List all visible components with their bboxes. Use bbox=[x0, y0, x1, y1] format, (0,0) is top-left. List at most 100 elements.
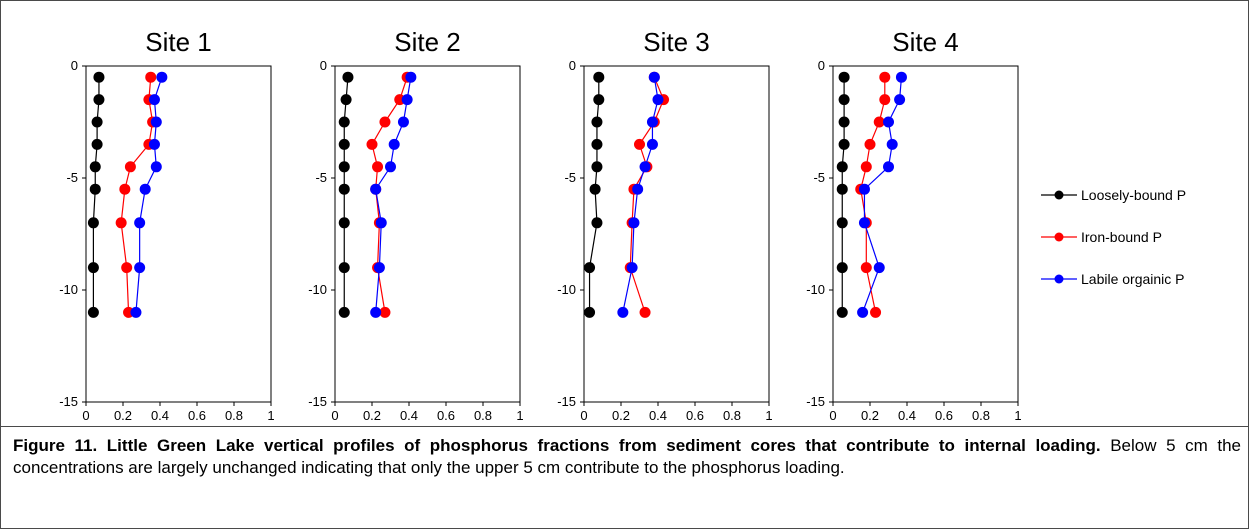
x-tick-label: 0.6 bbox=[188, 408, 206, 423]
data-point-iron-bound-p bbox=[860, 161, 872, 173]
y-tick-label: -10 bbox=[806, 282, 825, 297]
data-point-loosely-bound-p bbox=[87, 262, 99, 274]
x-tick-label: 0.4 bbox=[649, 408, 667, 423]
data-point-labile-orgainic-p bbox=[646, 116, 658, 128]
data-point-loosely-bound-p bbox=[89, 161, 101, 173]
data-point-iron-bound-p bbox=[379, 306, 391, 318]
data-point-labile-orgainic-p bbox=[617, 306, 629, 318]
x-tick-label: 0.4 bbox=[898, 408, 916, 423]
data-point-labile-orgainic-p bbox=[894, 94, 906, 106]
x-tick-label: 0.8 bbox=[474, 408, 492, 423]
data-point-loosely-bound-p bbox=[338, 138, 350, 150]
panel-site-3: Site 3 0 -5 -10 -15 0 0.2 0.4 0.6 0.8 1 bbox=[557, 27, 772, 423]
x-tick-label: 0.8 bbox=[225, 408, 243, 423]
y-tick-label: -5 bbox=[315, 170, 327, 185]
y-tick-label: -5 bbox=[564, 170, 576, 185]
data-point-loosely-bound-p bbox=[836, 161, 848, 173]
panel-title: Site 2 bbox=[394, 27, 461, 57]
plot-area bbox=[334, 65, 521, 403]
x-tick-label: 0 bbox=[580, 408, 587, 423]
data-point-iron-bound-p bbox=[372, 161, 384, 173]
data-point-labile-orgainic-p bbox=[370, 183, 382, 195]
data-point-loosely-bound-p bbox=[838, 94, 850, 106]
data-point-iron-bound-p bbox=[145, 71, 157, 83]
data-point-loosely-bound-p bbox=[591, 116, 603, 128]
data-point-iron-bound-p bbox=[124, 161, 136, 173]
caption-body: Below 5 cm the concentrations are largel… bbox=[13, 436, 1241, 477]
data-point-loosely-bound-p bbox=[589, 183, 601, 195]
data-point-iron-bound-p bbox=[870, 306, 882, 318]
figure-caption: Figure 11. Little Green Lake vertical pr… bbox=[13, 435, 1241, 479]
data-point-labile-orgainic-p bbox=[134, 262, 146, 274]
x-tick-label: 0.4 bbox=[400, 408, 418, 423]
panel-title: Site 4 bbox=[892, 27, 959, 57]
data-point-loosely-bound-p bbox=[93, 71, 105, 83]
data-point-labile-orgainic-p bbox=[148, 138, 160, 150]
x-tick-label: 1 bbox=[765, 408, 772, 423]
plot-area bbox=[583, 65, 770, 403]
x-tick-label: 0 bbox=[82, 408, 89, 423]
y-tick-label: 0 bbox=[818, 58, 825, 73]
data-point-loosely-bound-p bbox=[91, 138, 103, 150]
data-point-loosely-bound-p bbox=[87, 217, 99, 229]
legend-marker bbox=[1054, 274, 1064, 284]
data-point-labile-orgainic-p bbox=[628, 217, 640, 229]
data-point-labile-orgainic-p bbox=[385, 161, 396, 173]
data-point-iron-bound-p bbox=[639, 306, 651, 318]
y-tick-label: -10 bbox=[308, 282, 327, 297]
data-point-iron-bound-p bbox=[879, 94, 891, 106]
data-point-labile-orgainic-p bbox=[401, 94, 413, 106]
data-point-labile-orgainic-p bbox=[156, 71, 168, 83]
panel-site-4: Site 4 0 -5 -10 -15 0 0.2 0.4 0.6 0.8 1 bbox=[806, 27, 1021, 423]
data-point-iron-bound-p bbox=[634, 138, 645, 150]
data-point-loosely-bound-p bbox=[338, 306, 350, 318]
data-point-labile-orgainic-p bbox=[148, 94, 160, 106]
data-point-labile-orgainic-p bbox=[886, 138, 898, 150]
x-tick-label: 0.4 bbox=[151, 408, 169, 423]
panel-site-1: Site 1 0 -5 -10 -15 0 0.2 0.4 0.6 0.8 1 bbox=[59, 27, 274, 423]
legend-label: Iron-bound P bbox=[1081, 229, 1162, 245]
y-tick-label: -5 bbox=[813, 170, 825, 185]
y-tick-label: -15 bbox=[557, 394, 576, 409]
data-point-loosely-bound-p bbox=[342, 71, 354, 83]
data-point-loosely-bound-p bbox=[338, 262, 350, 274]
data-point-iron-bound-p bbox=[119, 183, 131, 195]
legend-marker bbox=[1054, 190, 1064, 200]
data-point-loosely-bound-p bbox=[584, 262, 596, 274]
data-point-loosely-bound-p bbox=[87, 306, 99, 318]
data-point-iron-bound-p bbox=[873, 116, 885, 128]
data-point-loosely-bound-p bbox=[91, 116, 103, 128]
x-tick-label: 1 bbox=[267, 408, 274, 423]
data-point-loosely-bound-p bbox=[591, 217, 603, 229]
data-point-labile-orgainic-p bbox=[857, 306, 869, 318]
data-point-iron-bound-p bbox=[864, 138, 876, 150]
x-tick-label: 1 bbox=[516, 408, 523, 423]
figure-canvas: Site 1 0 -5 -10 -15 0 0.2 0.4 0.6 0.8 1 Site 2 0 -5 -1… bbox=[59, 27, 1186, 423]
data-point-loosely-bound-p bbox=[593, 94, 605, 106]
data-point-labile-orgainic-p bbox=[134, 217, 146, 229]
data-point-labile-orgainic-p bbox=[858, 183, 870, 195]
data-point-iron-bound-p bbox=[366, 138, 378, 150]
x-tick-label: 0 bbox=[331, 408, 338, 423]
legend: Loosely-bound P Iron-bound P Labile orgain… bbox=[1041, 187, 1186, 287]
legend-label: Labile orgainic P bbox=[1081, 271, 1185, 287]
data-point-loosely-bound-p bbox=[591, 138, 603, 150]
panel-title: Site 1 bbox=[145, 27, 212, 57]
data-point-labile-orgainic-p bbox=[646, 138, 658, 150]
data-point-labile-orgainic-p bbox=[370, 306, 382, 318]
data-point-labile-orgainic-p bbox=[652, 94, 664, 106]
x-tick-label: 0.6 bbox=[437, 408, 455, 423]
x-tick-label: 1 bbox=[1014, 408, 1021, 423]
data-point-labile-orgainic-p bbox=[150, 116, 162, 128]
data-point-labile-orgainic-p bbox=[388, 138, 400, 150]
data-point-loosely-bound-p bbox=[593, 71, 605, 83]
data-point-loosely-bound-p bbox=[338, 116, 350, 128]
data-point-loosely-bound-p bbox=[338, 161, 350, 173]
data-point-labile-orgainic-p bbox=[139, 183, 151, 195]
panel-title: Site 3 bbox=[643, 27, 710, 57]
data-point-iron-bound-p bbox=[379, 116, 391, 128]
plot-area bbox=[832, 65, 1019, 403]
data-point-labile-orgainic-p bbox=[639, 161, 651, 173]
data-point-labile-orgainic-p bbox=[895, 71, 907, 83]
data-point-loosely-bound-p bbox=[340, 94, 352, 106]
